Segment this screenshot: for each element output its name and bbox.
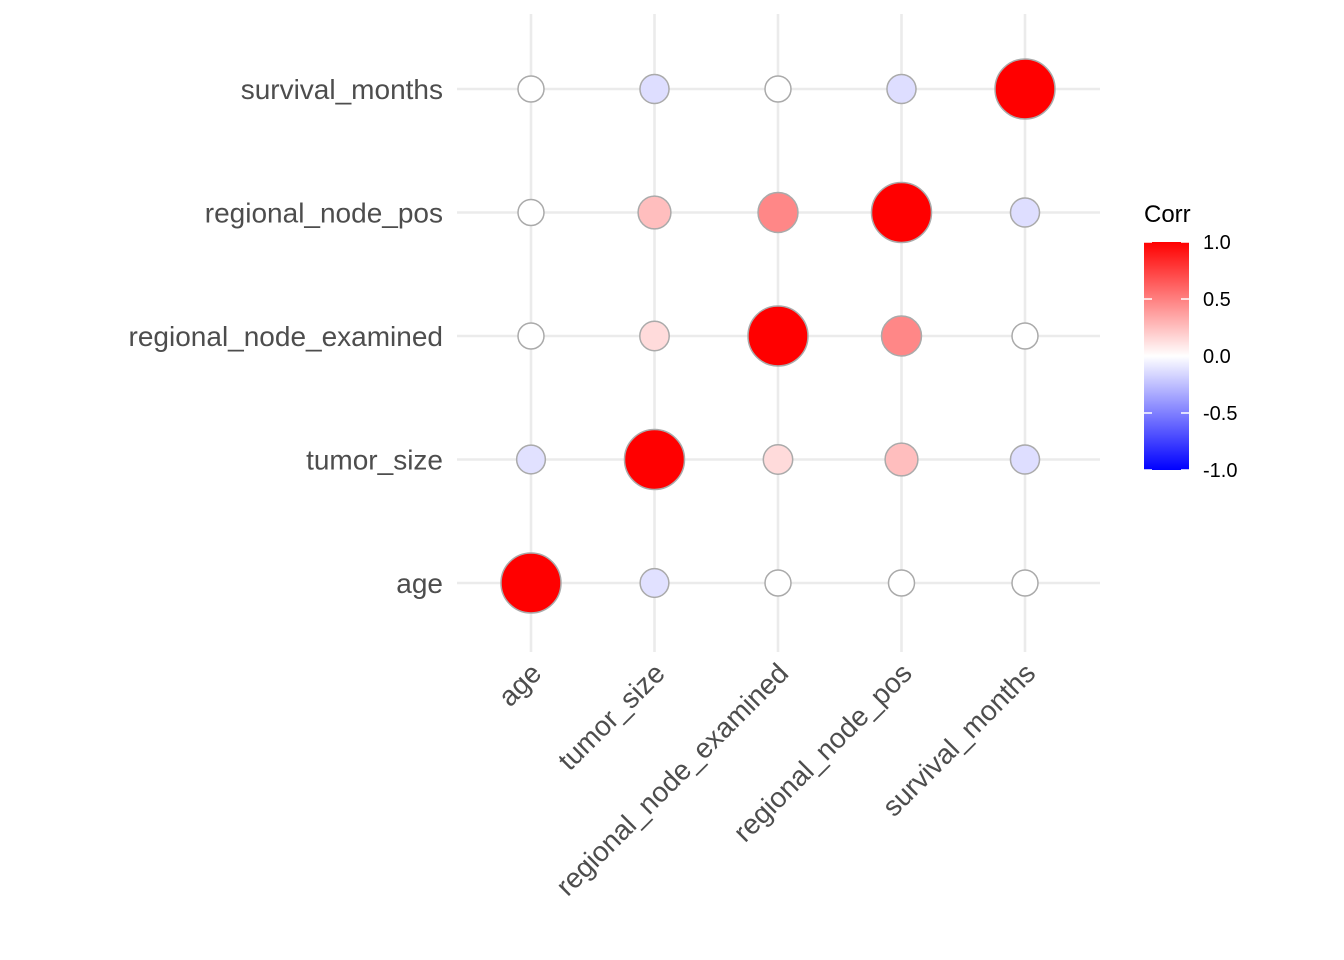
y-tick-label: tumor_size	[306, 445, 443, 476]
x-tick-label: tumor_size	[552, 657, 671, 776]
legend-tick-label: 0.5	[1203, 289, 1231, 311]
legend-tick-label: -0.5	[1203, 403, 1237, 425]
legend-title: Corr	[1144, 201, 1191, 228]
y-tick-label: age	[396, 568, 443, 599]
corr-circle-regional_node_examined-tumor_size	[639, 320, 670, 352]
corr-circle-tumor_size-regional_node_examined	[762, 444, 794, 475]
corr-circle-regional_node_pos-survival_months	[1009, 197, 1041, 228]
corr-circle-tumor_size-survival_months	[1009, 444, 1041, 475]
corr-circle-regional_node_examined-survival_months	[1011, 322, 1039, 350]
y-tick-label: regional_node_examined	[129, 321, 443, 352]
corr-circle-regional_node_examined-age	[517, 322, 545, 350]
corr-circle-survival_months-age	[517, 75, 545, 103]
legend-tick-label: -1.0	[1203, 460, 1237, 482]
corr-circle-age-age	[500, 552, 562, 614]
corr-circle-survival_months-survival_months	[994, 58, 1056, 120]
corr-circle-tumor_size-tumor_size	[623, 428, 686, 491]
corr-circle-age-tumor_size	[639, 567, 670, 599]
corr-circle-tumor_size-regional_node_pos	[884, 442, 919, 477]
y-axis-labels: age tumor_size regional_node_examined regio…	[129, 74, 443, 599]
corr-circle-regional_node_pos-tumor_size	[637, 195, 672, 230]
corr-circle-regional_node_examined-regional_node_pos	[880, 315, 923, 357]
corr-circle-survival_months-regional_node_pos	[886, 73, 917, 105]
x-tick-label: regional_node_examined	[550, 657, 794, 901]
corr-circle-age-regional_node_examined	[764, 569, 792, 597]
corr-circle-regional_node_pos-regional_node_examined	[757, 191, 799, 234]
legend: Corr 1.0 0.5 0.0 -0.5 -1.0	[1144, 201, 1237, 482]
legend-tick-label: 0.0	[1203, 346, 1231, 368]
correlation-circles	[500, 58, 1056, 614]
legend-tick-label: 1.0	[1203, 232, 1231, 254]
corr-circle-age-regional_node_pos	[887, 569, 916, 597]
x-tick-label: age	[492, 657, 547, 712]
corr-circle-regional_node_pos-regional_node_pos	[870, 181, 933, 244]
y-tick-label: regional_node_pos	[205, 198, 443, 229]
y-tick-label: survival_months	[241, 74, 443, 105]
corr-circle-regional_node_examined-regional_node_examined	[747, 305, 809, 367]
corr-circle-age-survival_months	[1011, 569, 1039, 597]
corr-circle-survival_months-tumor_size	[639, 73, 670, 105]
corr-circle-survival_months-regional_node_examined	[764, 75, 792, 103]
x-axis-labels: age tumor_sizeregional_node_examinedregio…	[492, 657, 1041, 901]
corr-circle-regional_node_pos-age	[517, 198, 545, 227]
corr-circle-tumor_size-age	[515, 444, 547, 475]
